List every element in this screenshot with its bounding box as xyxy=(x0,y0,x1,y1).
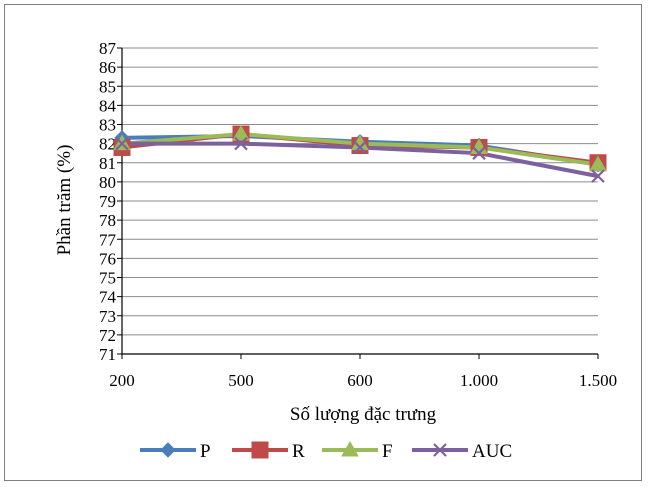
legend-marker-r xyxy=(251,441,269,459)
y-tick-label: 79 xyxy=(99,192,116,211)
y-tick-label: 83 xyxy=(99,116,116,135)
legend-label-p: P xyxy=(200,441,211,462)
y-tick-label: 77 xyxy=(99,230,117,249)
x-marker-stroke xyxy=(115,136,129,151)
x-tick-labels: 200 500 600 1.000 1.500 xyxy=(109,371,617,390)
point-f xyxy=(589,155,607,172)
y-tick-label: 84 xyxy=(99,96,117,115)
chart-frame xyxy=(4,4,642,481)
point-auc xyxy=(472,146,486,160)
point-auc xyxy=(234,136,248,151)
y-tick-label: 76 xyxy=(99,249,116,268)
x-marker-stroke xyxy=(591,169,605,183)
x-tick-label: 1.000 xyxy=(460,371,498,390)
y-tick-label: 80 xyxy=(99,173,116,192)
y-tick-label: 87 xyxy=(99,39,117,58)
legend-marker-f xyxy=(341,440,359,457)
axes xyxy=(117,47,599,359)
x-marker-stroke xyxy=(234,136,248,151)
y-tick-label: 71 xyxy=(99,345,116,364)
y-tick-label: 72 xyxy=(99,326,116,345)
legend-marker-p xyxy=(160,442,176,458)
point-f xyxy=(232,125,250,141)
y-tick-label: 82 xyxy=(99,135,116,154)
y-tick-label: 74 xyxy=(99,288,117,307)
point-auc xyxy=(353,140,367,155)
point-auc xyxy=(115,136,129,151)
x-tick-label: 600 xyxy=(347,371,373,390)
y-tick-label: 81 xyxy=(99,154,116,173)
legend-label-auc: AUC xyxy=(472,441,512,462)
y-tick-label: 85 xyxy=(99,77,116,96)
legend-label-r: R xyxy=(292,441,305,462)
legend-label-f: F xyxy=(382,441,393,462)
legend-marker-auc xyxy=(433,443,447,457)
y-tick-label: 73 xyxy=(99,307,116,326)
x-marker-stroke xyxy=(433,443,447,457)
y-axis-title: Phần trăm (%) xyxy=(54,145,75,256)
y-tick-label: 75 xyxy=(99,269,116,288)
x-tick-label: 200 xyxy=(109,371,135,390)
x-axis-title: Số lượng đặc trưng xyxy=(290,404,437,425)
legend: P R F AUC xyxy=(140,440,512,462)
y-tick-label: 78 xyxy=(99,211,116,230)
point-auc xyxy=(591,169,605,183)
series-markers xyxy=(113,125,607,183)
y-tick-label: 86 xyxy=(99,58,116,77)
x-tick-label: 500 xyxy=(228,371,254,390)
x-tick-label: 1.500 xyxy=(579,371,617,390)
gridlines xyxy=(122,47,598,355)
x-marker-stroke xyxy=(353,140,367,155)
x-marker-stroke xyxy=(472,146,486,160)
